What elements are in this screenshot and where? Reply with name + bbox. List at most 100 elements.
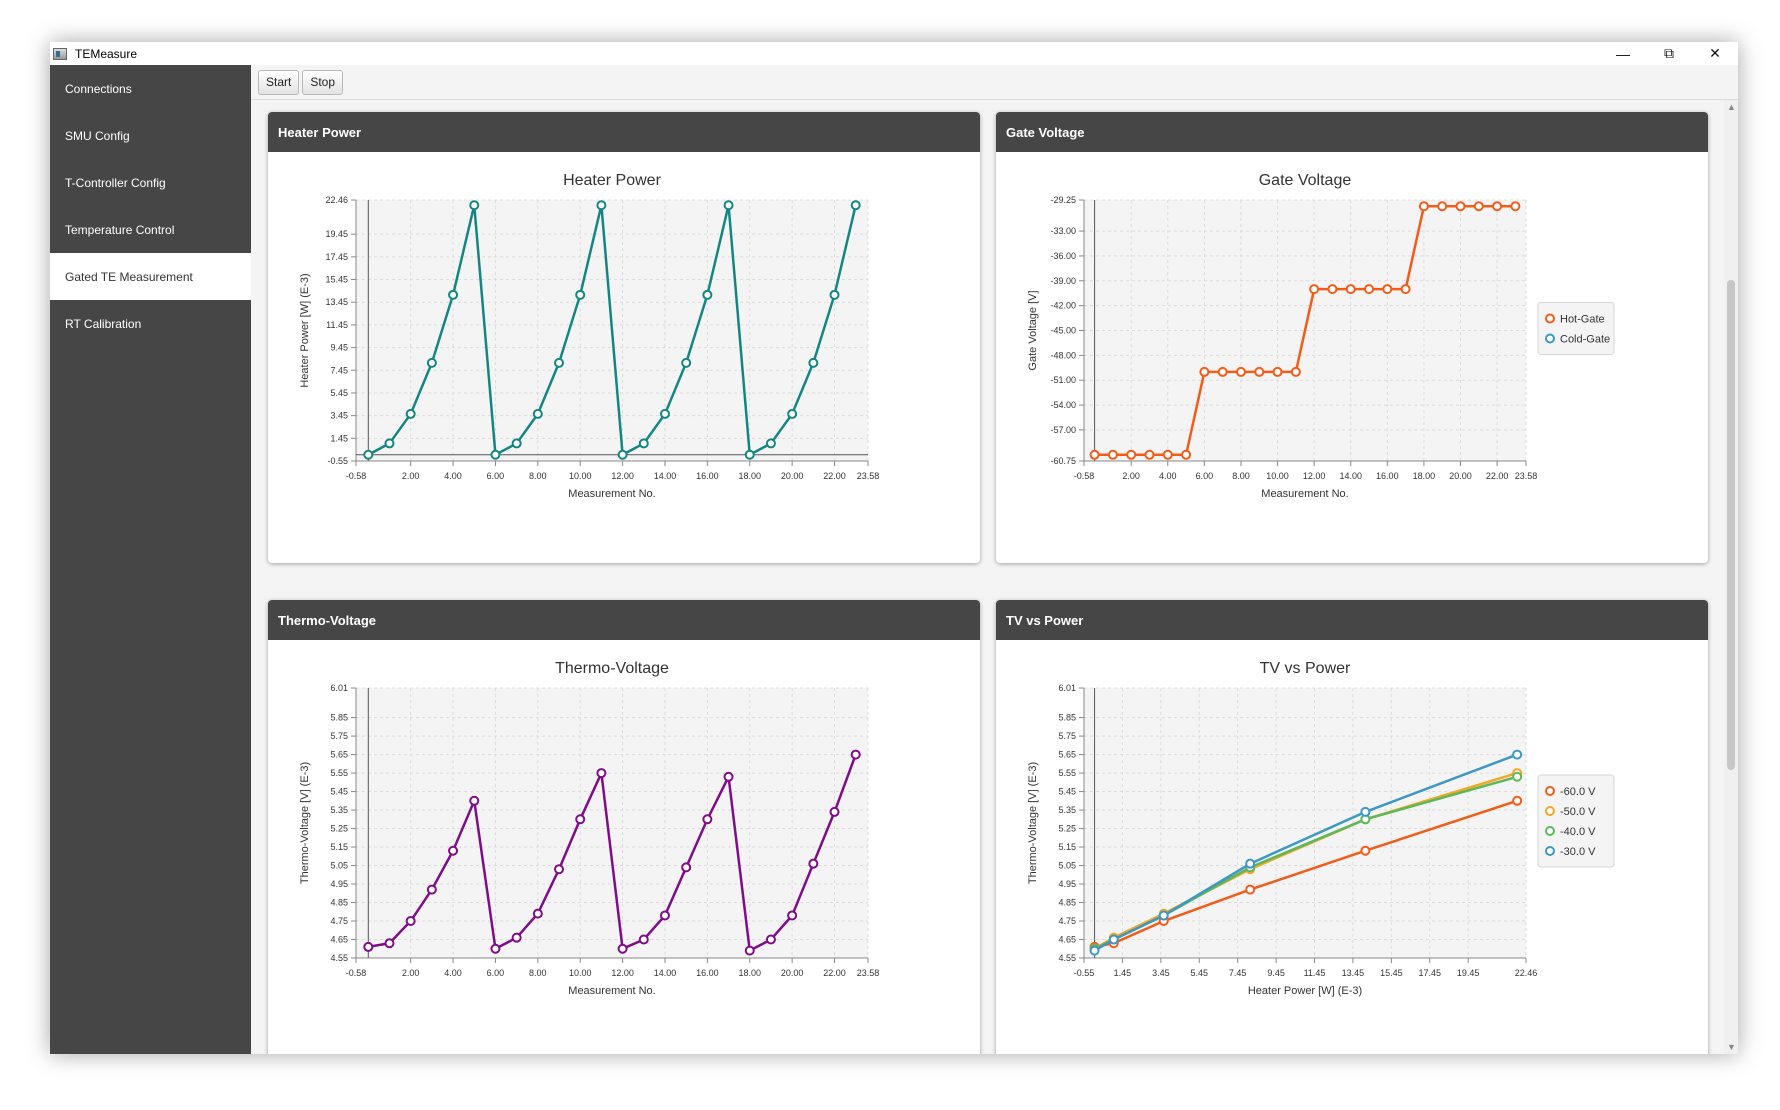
data-point [765, 934, 776, 945]
x-tick-label: 4.00 [1159, 471, 1177, 481]
panel-body: Heater Power -0.58 2.00 4.00 6.00 8.00 10.00 12… [268, 152, 980, 563]
x-tick-label: 12.00 [611, 471, 634, 481]
data-point [490, 943, 501, 954]
y-tick-label: -36.00 [1050, 251, 1076, 261]
x-tick-label: 3.45 [1152, 968, 1170, 978]
x-tick-label: 20.00 [781, 968, 804, 978]
y-tick-label: 5.85 [330, 713, 348, 723]
y-tick-label: 5.15 [1058, 842, 1076, 852]
data-point [532, 908, 543, 919]
data-point [511, 932, 522, 943]
data-point [1510, 201, 1521, 212]
window-controls: — ⧉ ✕ [1600, 42, 1738, 65]
chart-title: Gate Voltage [1259, 172, 1352, 189]
data-point [702, 289, 713, 300]
y-tick-label: 5.45 [330, 388, 348, 398]
maximize-button[interactable]: ⧉ [1664, 45, 1674, 61]
legend-marker [1545, 846, 1555, 856]
thermo-voltage-chart: Thermo-Voltage -0.58 2.00 4.00 6.00 8.00 10.00… [299, 660, 879, 997]
y-tick-label: 5.15 [330, 842, 348, 852]
data-point [363, 449, 374, 460]
data-point [1360, 845, 1371, 856]
data-point [405, 916, 416, 927]
x-tick-label: 14.00 [654, 968, 677, 978]
y-tick-label: -57.00 [1050, 425, 1076, 435]
legend-label: Cold-Gate [1560, 334, 1610, 346]
data-point [596, 768, 607, 779]
data-point [681, 357, 692, 368]
gate-voltage-chart: Gate Voltage -0.58 2.00 4.00 6.00 8.00 10.00 12… [1027, 172, 1615, 500]
sidebar-item-gated-te-measurement[interactable]: Gated TE Measurement [50, 253, 251, 300]
panel-body: Thermo-Voltage -0.58 2.00 4.00 6.00 8.00 10.00… [268, 640, 980, 1054]
chart-title: TV vs Power [1260, 660, 1351, 677]
sidebar-item-t-controller-config[interactable]: T-Controller Config [65, 175, 166, 190]
panel-body: Gate Voltage -0.58 2.00 4.00 6.00 8.00 10.00 12… [996, 152, 1708, 563]
y-tick-label: 5.25 [1058, 824, 1076, 834]
data-point [1235, 366, 1246, 377]
x-tick-label: 14.00 [654, 471, 677, 481]
plot-background [1084, 688, 1526, 958]
close-button[interactable]: ✕ [1709, 45, 1721, 61]
data-point [723, 771, 734, 782]
y-tick-label: 6.01 [1058, 683, 1076, 693]
series-line [367, 204, 857, 457]
x-tick-label: 18.00 [738, 968, 761, 978]
panel-header: TV vs Power [996, 600, 1708, 640]
y-tick-label: 4.95 [330, 879, 348, 889]
data-point [1309, 284, 1320, 295]
stop-button[interactable]: Stop [302, 69, 344, 95]
minimize-button[interactable]: — [1616, 45, 1630, 62]
x-tick-label: 5.45 [1190, 968, 1208, 978]
x-tick-label: 4.00 [444, 968, 462, 978]
sidebar-item-rt-calibration[interactable]: RT Calibration [65, 316, 142, 331]
x-tick-label: 23.58 [1515, 471, 1538, 481]
data-point [1245, 884, 1256, 895]
y-tick-label: 4.95 [1058, 879, 1076, 889]
panel-header: Heater Power [268, 112, 980, 152]
data-point [575, 289, 586, 300]
sidebar-item-connections[interactable]: Connections [65, 81, 132, 96]
x-tick-label: 9.45 [1267, 968, 1285, 978]
data-point [1437, 201, 1448, 212]
start-button[interactable]: Start [258, 69, 300, 95]
y-tick-label: 5.65 [330, 750, 348, 760]
y-tick-label: 5.85 [1058, 713, 1076, 723]
x-tick-label: 18.00 [738, 471, 761, 481]
sidebar-item-smu-config[interactable]: SMU Config [65, 128, 130, 143]
y-tick-label: 9.45 [330, 343, 348, 353]
y-axis-label: Gate Voltage [V] [1027, 290, 1039, 370]
x-tick-label: 16.00 [696, 968, 719, 978]
x-tick-label: 22.46 [1515, 968, 1538, 978]
data-point [1181, 449, 1192, 460]
y-tick-label: 5.55 [1058, 768, 1076, 778]
plot-background [356, 688, 868, 958]
x-tick-label: -0.58 [1074, 471, 1095, 481]
data-point [1162, 449, 1173, 460]
data-point [426, 357, 437, 368]
x-tick-label: -0.55 [1074, 968, 1095, 978]
data-point [1290, 366, 1301, 377]
data-point [469, 795, 480, 806]
panel-header: Thermo-Voltage [268, 600, 980, 640]
scroll-down-icon[interactable]: ▼ [1727, 1042, 1736, 1052]
data-point [1126, 449, 1137, 460]
data-point [744, 449, 755, 460]
scroll-thumb[interactable] [1727, 280, 1735, 770]
x-axis-label: Measurement No. [568, 985, 655, 997]
vertical-scrollbar[interactable]: ▲ ▼ [1724, 100, 1738, 1054]
data-point [426, 884, 437, 895]
x-tick-label: 8.00 [1232, 471, 1250, 481]
data-point [1272, 366, 1283, 377]
data-point [1473, 201, 1484, 212]
sidebar-item-temperature-control[interactable]: Temperature Control [65, 222, 175, 237]
heater-power-panel: Heater Power Heater Power -0.58 2.00 4.00 6.… [268, 112, 980, 563]
x-tick-label: 19.45 [1457, 968, 1480, 978]
y-tick-label: 19.45 [325, 229, 348, 239]
x-axis-label: Heater Power [W] (E-3) [1248, 985, 1362, 997]
data-point [1144, 449, 1155, 460]
data-point [850, 200, 861, 211]
data-point [1108, 934, 1119, 945]
scroll-up-icon[interactable]: ▲ [1727, 102, 1736, 112]
y-tick-label: 5.25 [330, 824, 348, 834]
x-tick-label: 4.00 [444, 471, 462, 481]
